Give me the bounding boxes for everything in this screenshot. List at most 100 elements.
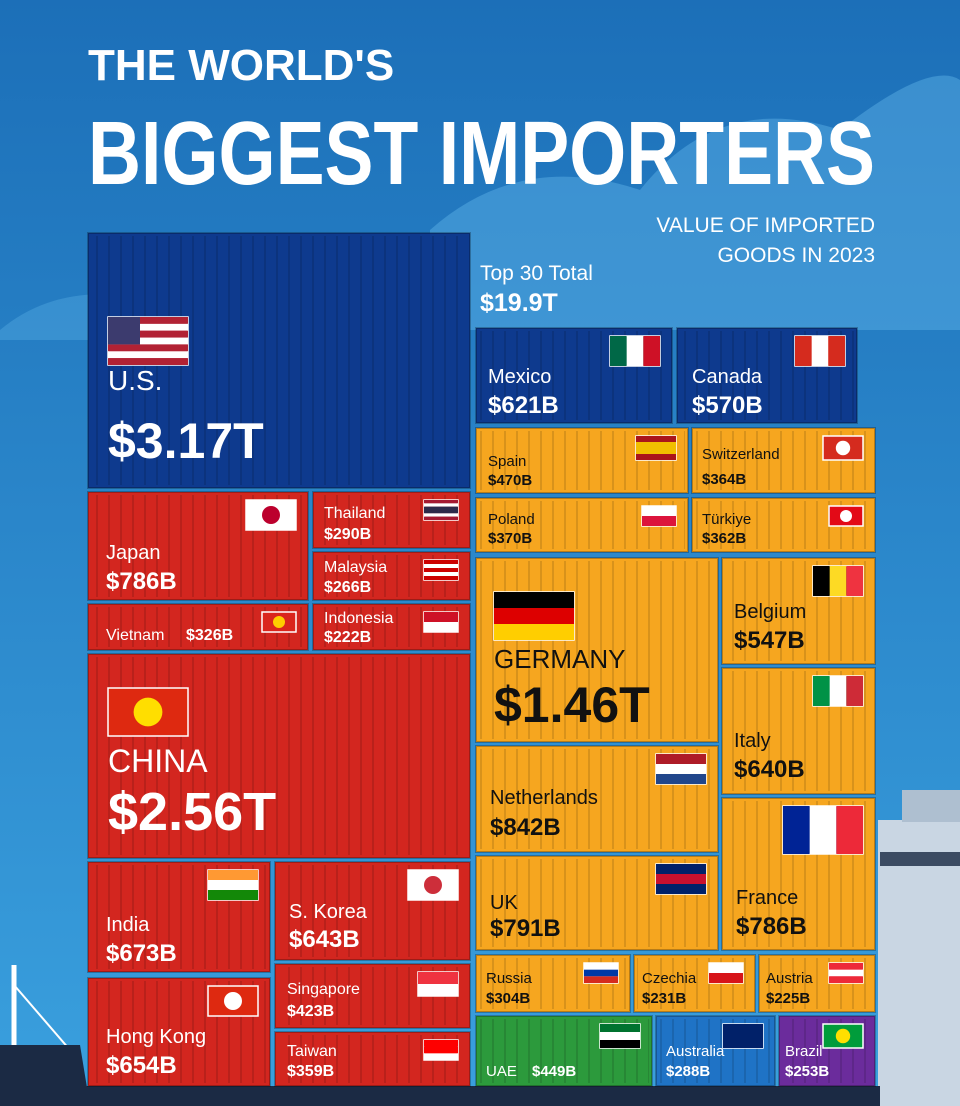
flag-stripe [723,1024,763,1036]
import-value: $3.17T [108,413,264,469]
flag-emblem [273,616,285,628]
flag-stripe [424,572,458,576]
container: Singapore $423B [274,963,471,1029]
country-name: S. Korea [289,901,368,923]
flag-stripe [829,566,847,596]
flag-stripe [813,566,830,596]
flag-stripe [600,1024,640,1032]
container: India $673B [87,861,271,973]
import-value: $423B [287,1003,334,1020]
cloud [430,75,960,330]
flag [655,863,707,895]
flag-stripe [108,323,188,331]
flag-stripe [656,754,706,764]
flag-stripe [636,442,676,448]
import-value: $304B [486,990,530,1007]
country-name: Netherlands [490,787,598,809]
flag [417,971,459,997]
container: S. Korea $643B [274,861,471,961]
flag [782,805,864,855]
flag-emblem [224,992,242,1010]
import-value: $326B [186,627,233,644]
flag-stripe [656,864,706,874]
import-value: $359B [287,1063,334,1080]
flag-stripe [494,608,574,624]
flag-stripe [795,336,812,366]
flag [828,505,864,527]
country-name: UAE [486,1063,517,1080]
flag-stripe [424,506,458,510]
flag-stripe [424,564,458,568]
flag-stripe [829,963,863,970]
import-value: $1.46T [494,677,650,733]
country-name: U.S. [108,365,162,396]
flag-stripe [108,317,188,324]
flag-stripe [424,1053,458,1060]
flag-stripe [829,676,847,706]
container-ribs [479,561,715,739]
import-value: $266B [324,579,371,596]
country-name: Indonesia [324,610,393,627]
flag-stripe [656,884,706,894]
country-name: Mexico [488,366,551,388]
flag [828,962,864,984]
country-name: Switzerland [702,446,780,463]
import-value: $225B [766,990,810,1007]
container: Belgium $547B [721,557,876,665]
container: Hong Kong $654B [87,977,271,1087]
container: Russia $304B [475,954,631,1013]
import-value: $786B [736,913,807,940]
flag-stripe [424,568,458,572]
subtitle-line: VALUE OF IMPORTED [656,214,875,237]
flag-stripe [709,963,743,973]
flag-stripe [828,336,845,366]
country-name: Malaysia [324,559,387,576]
flag-stripe [783,806,810,854]
flag [423,499,459,521]
country-name: Vietnam [106,627,164,644]
flag [107,687,189,737]
flag-stripe [846,676,863,706]
flag-stripe [418,984,458,996]
flag-stripe [709,973,743,983]
flag-stripe [494,624,574,640]
flag [641,505,677,527]
container: Brazil $253B [778,1015,876,1087]
import-value: $364B [702,471,746,488]
country-name: Brazil [785,1043,823,1060]
country-name: Canada [692,366,763,388]
flag-stripe [846,566,863,596]
container: UAE $449B [475,1015,653,1087]
import-value: $449B [532,1063,576,1080]
flag-stripe [636,448,676,454]
flag [822,435,864,461]
flag-stripe [626,336,644,366]
container: Austria $225B [758,954,876,1013]
container: CHINA$2.56T [87,653,471,859]
flag [822,1023,864,1049]
import-value: $222B [324,629,371,646]
country-name: Hong Kong [106,1026,206,1048]
container: Indonesia $222B [312,603,471,651]
flag-stripe [656,874,706,884]
country-name: Czechia [642,970,697,987]
flag-stripe [836,806,863,854]
flag [245,499,297,531]
container: Taiwan $359B [274,1031,471,1087]
country-name: Poland [488,511,535,528]
container: Japan $786B [87,491,309,601]
flag-stripe [636,436,676,442]
flag-stripe [600,1032,640,1040]
flag-emblem [840,510,852,522]
country-name: Singapore [287,981,360,998]
flag-stripe [584,963,618,970]
import-value: $253B [785,1063,829,1080]
country-name: Thailand [324,505,385,522]
flag-stripe [424,622,458,632]
container: Netherlands $842B [475,745,719,853]
container: UK$791B [475,855,719,951]
container: France $786B [721,797,876,951]
deck [80,1086,880,1106]
flag-stripe [600,1040,640,1048]
import-value: $640B [734,756,805,783]
